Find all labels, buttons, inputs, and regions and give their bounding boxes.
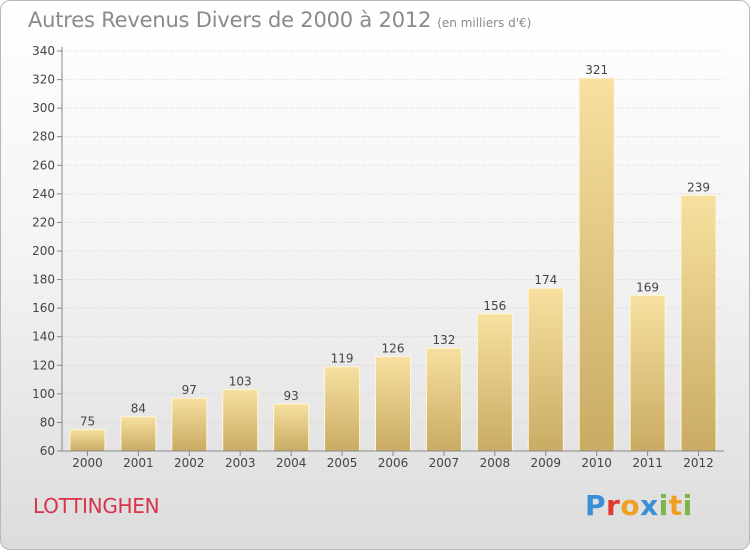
y-tick-label: 160 <box>32 301 55 315</box>
bar <box>69 429 106 452</box>
x-tick-label: 2005 <box>327 456 358 470</box>
bar <box>527 287 564 452</box>
y-tick-label: 280 <box>32 130 55 144</box>
x-tick-label: 2009 <box>530 456 561 470</box>
bar <box>629 294 666 452</box>
data-label: 97 <box>182 383 197 397</box>
x-axis-ticks: 2000 2001 2002 2003 2004 2005 2006 2007 2008 2009… <box>72 451 714 470</box>
y-tick-label: 340 <box>32 44 55 58</box>
x-tick-label: 2006 <box>378 456 409 470</box>
y-tick-label: 80 <box>40 415 55 429</box>
data-label: 93 <box>284 389 299 403</box>
x-tick-label: 2011 <box>632 456 663 470</box>
data-label: 174 <box>534 273 557 287</box>
bar <box>476 313 513 452</box>
x-tick-label: 2004 <box>276 456 307 470</box>
data-label: 132 <box>432 333 455 347</box>
y-tick-label: 180 <box>32 273 55 287</box>
proxiti-logo: Proxiti <box>585 489 693 522</box>
data-label: 239 <box>687 180 710 194</box>
axes <box>61 47 724 452</box>
y-tick-label: 60 <box>40 444 55 458</box>
logo-letter: t <box>668 489 683 522</box>
logo-letter: r <box>606 489 621 522</box>
y-tick-label: 220 <box>32 215 55 229</box>
y-tick-label: 100 <box>32 387 55 401</box>
bar <box>578 77 615 452</box>
commune-name: LOTTINGHEN <box>33 494 160 518</box>
logo-letter: i <box>682 489 693 522</box>
bar <box>324 366 361 452</box>
bar <box>375 356 411 452</box>
x-tick-label: 2001 <box>123 456 154 470</box>
data-label: 119 <box>331 352 354 366</box>
bar <box>273 403 310 452</box>
data-label: 84 <box>131 402 146 416</box>
x-tick-label: 2003 <box>225 456 256 470</box>
y-tick-label: 260 <box>32 158 55 172</box>
y-tick-label: 120 <box>32 358 55 372</box>
x-tick-label: 2010 <box>581 456 612 470</box>
data-label: 126 <box>382 342 405 356</box>
x-tick-label: 2012 <box>683 456 714 470</box>
bars: 75 84 97 103 93 119 126 132 156 174 321 169 239 <box>69 63 717 452</box>
logo-letter: x <box>640 489 659 522</box>
logo-letter: P <box>585 489 607 522</box>
x-tick-label: 2002 <box>174 456 205 470</box>
bar <box>680 194 717 452</box>
x-tick-label: 2000 <box>72 456 103 470</box>
y-tick-label: 240 <box>32 187 55 201</box>
bar <box>425 347 462 452</box>
data-label: 321 <box>585 63 608 77</box>
bar <box>120 416 157 452</box>
x-tick-label: 2008 <box>480 456 511 470</box>
title-row: Autres Revenus Divers de 2000 à 2012 (en … <box>28 8 531 32</box>
y-tick-label: 200 <box>32 244 55 258</box>
chart-title: Autres Revenus Divers de 2000 à 2012 <box>28 8 432 32</box>
data-label: 156 <box>483 299 506 313</box>
bar <box>222 389 259 452</box>
x-tick-label: 2007 <box>429 456 460 470</box>
data-label: 75 <box>80 415 95 429</box>
data-label: 103 <box>229 375 252 389</box>
y-axis-ticks: 60 80 100 120 140 160 180 200 220 240 260 280 300 320… <box>32 44 62 458</box>
chart-subtitle: (en milliers d'€) <box>437 16 532 30</box>
y-tick-label: 300 <box>32 101 55 115</box>
logo-letter: o <box>620 489 641 522</box>
y-tick-label: 320 <box>32 73 55 87</box>
bar <box>171 397 208 452</box>
logo-letter: i <box>658 489 669 522</box>
data-label: 169 <box>636 280 659 294</box>
y-tick-label: 140 <box>32 330 55 344</box>
